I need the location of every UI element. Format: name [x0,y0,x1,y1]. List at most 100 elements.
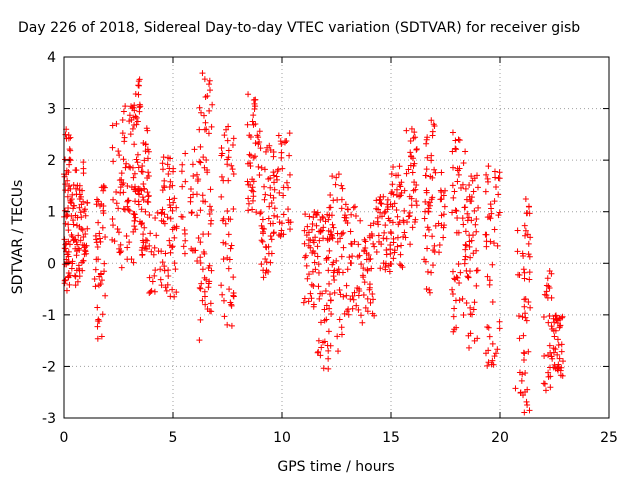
data-point [483,231,490,238]
data-point [355,306,362,313]
data-point [524,231,531,238]
data-point [359,319,366,326]
data-point [93,236,100,243]
data-point [120,205,127,212]
data-point [249,118,256,125]
data-point [411,219,418,226]
data-point [320,365,327,372]
data-point [523,210,530,217]
data-point [340,244,347,251]
data-point [309,226,316,233]
data-point [496,318,503,325]
data-point [388,170,395,177]
data-point [131,170,138,177]
data-point [407,138,414,145]
data-point [84,225,91,232]
data-point [194,258,201,265]
data-point [139,194,146,201]
data-point [314,349,321,356]
data-point [165,267,172,274]
data-point [312,234,319,241]
data-point [222,240,229,247]
data-point [462,241,469,248]
data-point [228,162,235,169]
data-point [494,242,501,249]
data-point [276,189,283,196]
data-point [262,191,269,198]
data-point [390,255,397,262]
data-point [275,166,282,173]
data-point [169,243,176,250]
data-point [65,221,72,228]
data-point [555,361,562,368]
data-point [270,169,277,176]
data-point [130,259,137,266]
data-point [351,289,358,296]
data-point [543,292,550,299]
data-point [369,291,376,298]
data-point [246,151,253,158]
data-point [167,204,174,211]
data-point [98,277,105,284]
data-point [408,202,415,209]
data-point [482,188,489,195]
data-point [346,254,353,261]
data-point [204,169,211,176]
data-point [426,289,433,296]
data-point [285,219,292,226]
data-point [394,213,401,220]
data-point [401,229,408,236]
data-point [489,340,496,347]
data-point [265,243,272,250]
data-point [66,182,73,189]
data-point [72,282,79,289]
data-point [487,201,494,208]
data-point [321,306,328,313]
data-point [519,313,526,320]
data-point [473,247,480,254]
data-point [468,198,475,205]
data-point [203,157,210,164]
data-point [109,216,116,222]
data-point [525,240,532,247]
data-point [151,244,158,251]
data-point [197,285,204,292]
data-point [327,204,334,211]
data-point [557,372,564,379]
data-point [555,342,562,349]
data-point [270,194,277,201]
data-point [348,241,355,248]
data-point [92,266,99,273]
data-point [492,184,499,191]
data-point [67,147,74,154]
data-point [410,162,417,169]
data-point [313,222,320,229]
data-point [367,222,374,229]
data-point [145,199,152,206]
data-point [364,295,371,302]
data-point [462,148,469,155]
data-point [202,301,209,308]
data-point [454,178,461,185]
data-point [334,238,341,245]
data-point [489,261,496,268]
data-point [331,276,338,283]
data-point [484,362,491,369]
data-point [70,182,77,189]
data-point [431,248,438,255]
data-point [301,227,308,234]
data-point [67,185,74,192]
data-point [364,308,371,315]
data-point [522,389,529,396]
data-point [172,266,179,273]
data-point [314,209,321,216]
data-point [468,237,475,244]
data-point [161,220,168,227]
data-point [270,220,277,227]
data-point [464,210,471,217]
data-point [81,208,88,215]
data-point [93,196,100,203]
data-point [542,387,549,394]
data-point [425,201,432,208]
data-point [554,351,561,358]
